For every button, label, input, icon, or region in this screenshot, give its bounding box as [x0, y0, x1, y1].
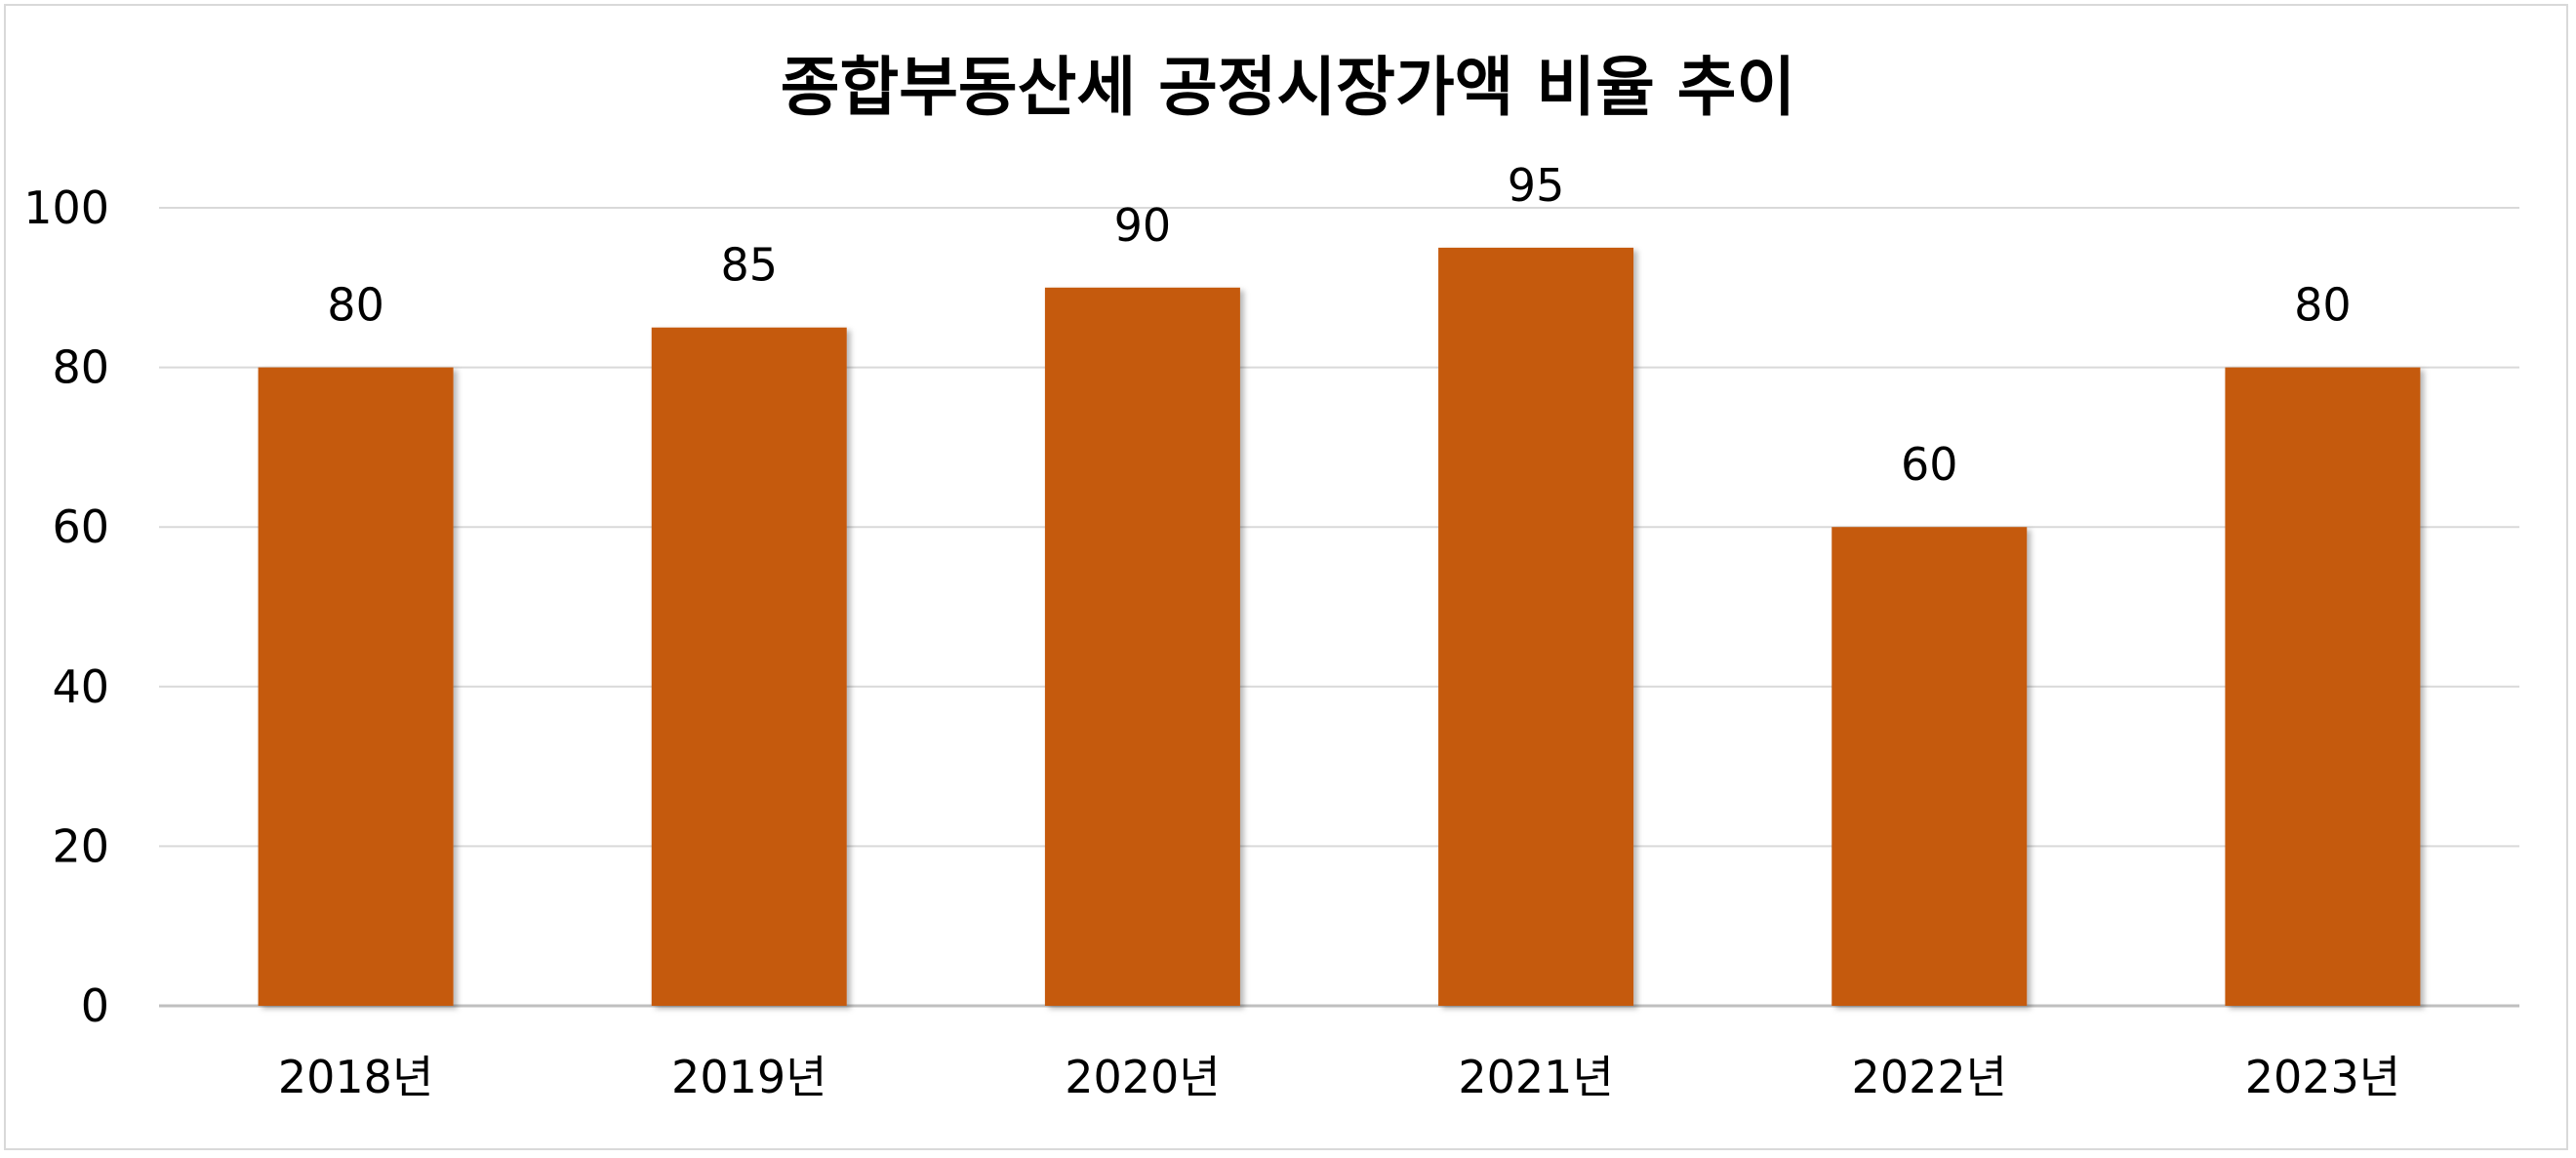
bar — [258, 367, 454, 1007]
gridlines — [159, 207, 2519, 1008]
bar — [2225, 367, 2421, 1007]
y-tick-label: 100 — [23, 181, 109, 234]
data-labels: 80 85 90 95 60 80 — [327, 159, 2351, 491]
x-tick-label: 2020년 — [1065, 1051, 1220, 1103]
data-label: 80 — [2294, 279, 2352, 332]
y-tick-label: 60 — [52, 500, 109, 553]
x-tick-label: 2023년 — [2245, 1051, 2400, 1103]
chart-title: 종합부동산세 공정시장가액 비율 추이 — [781, 50, 1795, 125]
x-axis-ticks: 2018년 2019년 2020년 2021년 2022년 2023년 — [278, 1051, 2400, 1103]
bar — [1831, 527, 2028, 1006]
x-tick-label: 2022년 — [1852, 1051, 2007, 1103]
y-tick-label: 40 — [52, 660, 109, 713]
bar — [1044, 287, 1240, 1006]
x-tick-label: 2019년 — [671, 1051, 826, 1103]
y-tick-label: 20 — [52, 819, 109, 872]
data-label: 80 — [327, 279, 384, 332]
bars — [258, 247, 2421, 1007]
y-axis-ticks: 0 20 40 60 80 100 — [23, 181, 109, 1032]
bar — [1438, 247, 1634, 1006]
y-tick-label: 0 — [81, 979, 109, 1032]
data-label: 95 — [1508, 159, 1565, 212]
data-label: 90 — [1114, 199, 1172, 252]
bar — [651, 327, 847, 1006]
x-tick-label: 2018년 — [278, 1051, 433, 1103]
data-label: 85 — [720, 239, 778, 292]
y-tick-label: 80 — [52, 341, 109, 394]
data-label: 60 — [1901, 438, 1958, 491]
x-tick-label: 2021년 — [1458, 1051, 1613, 1103]
